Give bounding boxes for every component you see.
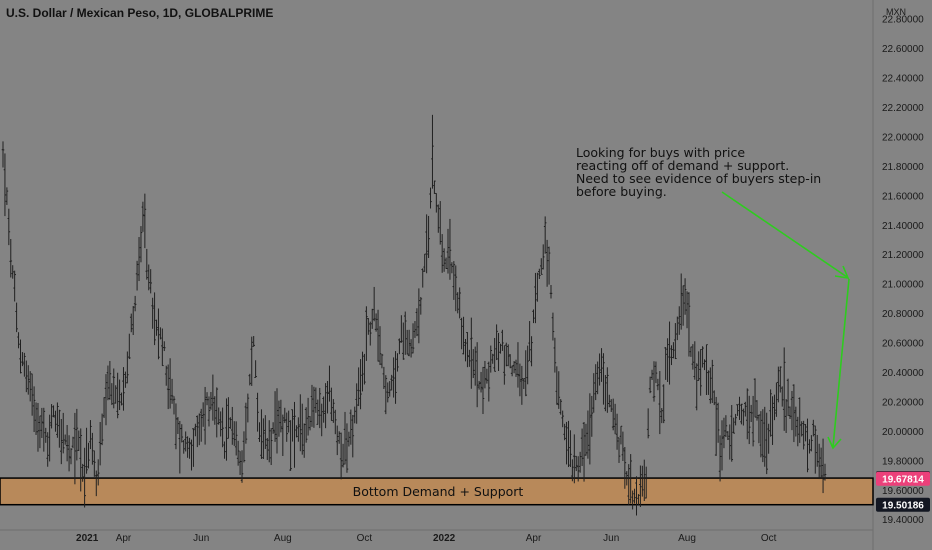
y-tick-label: 21.00000 [882, 280, 924, 291]
arrow-head-icon [827, 436, 842, 450]
annotation-line: Need to see evidence of buyers step-in [576, 171, 822, 186]
y-tick-label: 20.20000 [882, 397, 924, 408]
currency-label: MXN [886, 7, 906, 17]
y-tick-label: 22.00000 [882, 132, 924, 143]
demand-zone [0, 477, 874, 506]
x-tick-label: Aug [678, 533, 696, 544]
x-tick-label: Jun [603, 533, 619, 544]
y-tick-label: 20.00000 [882, 427, 924, 438]
arrow-line [721, 191, 848, 278]
y-tick-label: 21.60000 [882, 191, 924, 202]
y-tick-label: 19.60000 [882, 486, 924, 497]
price-label-box [876, 497, 930, 512]
x-tick-label: Apr [526, 533, 542, 544]
x-tick-label: Oct [761, 533, 777, 544]
arrow-head-icon [834, 265, 850, 280]
chart-title: U.S. Dollar / Mexican Peso, 1D, GLOBALPR… [6, 6, 274, 20]
y-tick-label: 22.80000 [882, 15, 924, 26]
y-tick-label: 19.80000 [882, 456, 924, 467]
y-tick-label: 20.60000 [882, 339, 924, 350]
y-tick-label: 21.80000 [882, 162, 924, 173]
y-tick-label: 22.40000 [882, 74, 924, 85]
x-tick-label: 2022 [433, 533, 456, 544]
y-tick-label: 22.20000 [882, 103, 924, 114]
y-tick-label: 21.40000 [882, 221, 924, 232]
x-tick-label: 2021 [76, 533, 99, 544]
y-tick-label: 19.40000 [882, 515, 924, 526]
x-tick-label: Oct [357, 533, 373, 544]
annotation-line: reacting off of demand + support. [576, 158, 790, 173]
annotation-line: before buying. [576, 184, 667, 199]
y-tick-label: 20.40000 [882, 368, 924, 379]
price-label: 19.50186 [882, 500, 924, 511]
x-tick-label: Jun [193, 533, 209, 544]
price-label-box [876, 471, 930, 486]
annotation-line: Looking for buys with price [576, 145, 746, 160]
y-tick-label: 20.80000 [882, 309, 924, 320]
arrow-line [832, 278, 850, 448]
annotation-note: Looking for buys with price reacting off… [576, 146, 821, 198]
price-label: 19.67814 [882, 475, 924, 486]
price-axis-bg [873, 0, 932, 550]
y-tick-label: 21.20000 [882, 250, 924, 261]
x-tick-label: Apr [116, 533, 132, 544]
y-tick-label: 22.60000 [882, 44, 924, 55]
zone-label: Bottom Demand + Support [353, 484, 524, 499]
x-tick-label: Aug [274, 533, 292, 544]
